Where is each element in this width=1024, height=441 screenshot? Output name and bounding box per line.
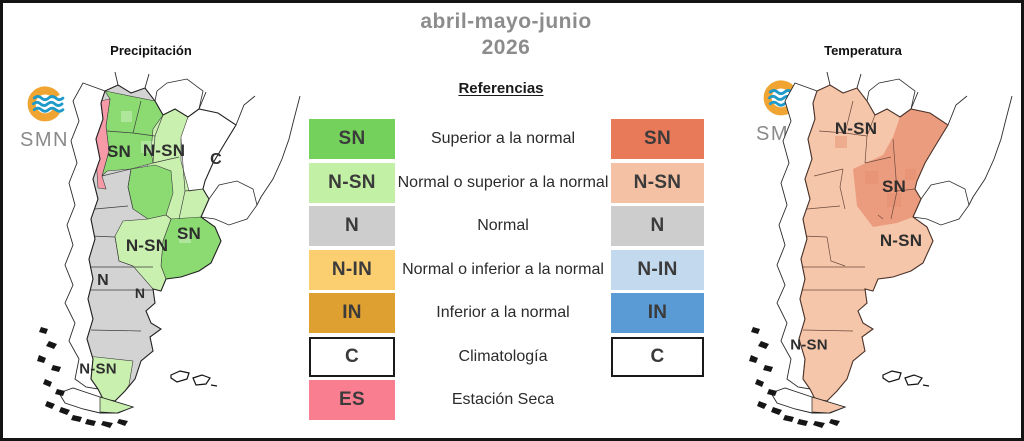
legend-row: ES Estación Seca	[309, 380, 705, 420]
legend-swatch-precipitation: N-IN	[309, 249, 395, 290]
legend-row: C Climatología C	[309, 336, 705, 377]
page-title: abril-mayo-junio 2026	[420, 9, 591, 61]
smn-logo-precipitation: SMN	[19, 83, 89, 152]
smn-logo-text: SMN	[20, 129, 69, 151]
legend-label: Superior a la normal	[430, 130, 576, 147]
legend-row: SN Superior a la normal SN	[309, 119, 705, 159]
legend-label: Normal o inferior a la normal	[402, 260, 604, 278]
legend-swatch-precipitation: N-SN	[309, 162, 395, 203]
legend-label: Inferior a la normal	[436, 304, 570, 321]
legend-swatch-temperature: IN	[611, 293, 704, 333]
legend-swatch-temperature: N-IN	[611, 249, 704, 290]
precipitation-map: Precipitación SMN	[3, 41, 313, 438]
legend-rows: SN Superior a la normal SN N-SN Normal o sup…	[309, 119, 705, 421]
legend-swatch-temperature: SN	[611, 119, 704, 159]
argentina-map-temperature	[749, 71, 1013, 428]
legend-swatch-precipitation: C	[309, 336, 395, 377]
legend-row: IN Inferior a la normal IN	[309, 293, 705, 333]
legend-row: N-IN Normal o inferior a la normal N-IN	[309, 249, 705, 290]
legend-heading: Referencias	[458, 80, 544, 97]
legend-row: N-SN Normal o superior a la normal N-SN	[309, 162, 705, 203]
precipitation-map-title: Precipitación	[110, 43, 192, 58]
legend-label: Normal o superior a la normal	[397, 173, 609, 191]
legend-swatch-temperature: N	[611, 206, 704, 246]
legend-label: Estación Seca	[451, 391, 555, 408]
legend-row: N Normal N	[309, 206, 705, 246]
legend-label: Normal	[477, 217, 529, 234]
page-title-line1: abril-mayo-junio	[420, 10, 592, 33]
legend-swatch-precipitation: IN	[309, 293, 395, 333]
legend-swatch-precipitation: N	[309, 206, 395, 246]
page-title-line2: 2026	[481, 36, 531, 59]
legend-swatch-precipitation: ES	[309, 380, 395, 420]
temperature-map: Temperatura SMN N-SN S	[715, 41, 1021, 438]
legend-swatch-precipitation: SN	[309, 119, 395, 159]
temperature-map-title: Temperatura	[824, 43, 902, 58]
legend-label: Climatología	[458, 347, 548, 365]
legend-swatch-temperature: N-SN	[611, 162, 704, 203]
argentina-map-precipitation	[37, 71, 301, 428]
legend-swatch-temperature: C	[611, 336, 704, 377]
